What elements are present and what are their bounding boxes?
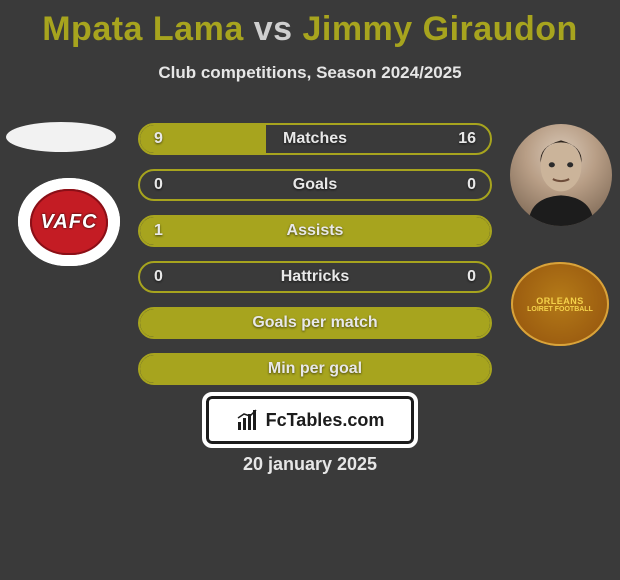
stat-label: Min per goal [140,355,490,383]
club-shield-inner: VAFC [30,189,108,255]
avatar-silhouette-icon [510,124,612,226]
club-circle: ORLEANS LOIRET FOOTBALL [511,262,609,346]
player2-club-logo: ORLEANS LOIRET FOOTBALL [511,262,609,346]
stat-bars: 9 Matches 16 0 Goals 0 1 Assists 0 Hattr… [138,123,492,399]
stat-right-value: 0 [467,263,476,291]
brand-chart-icon [236,408,260,432]
stat-row: Goals per match [138,307,492,339]
stat-row: 0 Goals 0 [138,169,492,201]
player1-name: Mpata Lama [42,10,244,48]
stat-row: Min per goal [138,353,492,385]
vs-separator: vs [254,10,293,48]
player1-club-logo: VAFC [18,178,120,266]
club-shield: VAFC [18,178,120,266]
stat-row: 9 Matches 16 [138,123,492,155]
brand-badge[interactable]: FcTables.com [202,392,418,448]
club-line2: LOIRET FOOTBALL [527,306,593,313]
stat-label: Goals per match [140,309,490,337]
stat-label: Hattricks [140,263,490,291]
player1-avatar [6,122,116,152]
brand-text: FcTables.com [266,410,385,431]
subtitle: Club competitions, Season 2024/2025 [0,63,620,83]
club-line1: ORLEANS [536,296,584,306]
stat-right-value: 0 [467,171,476,199]
stat-label: Assists [140,217,490,245]
page-title: Mpata Lama vs Jimmy Giraudon [0,0,620,49]
stat-row: 0 Hattricks 0 [138,261,492,293]
stat-label: Matches [140,125,490,153]
player2-name: Jimmy Giraudon [302,10,577,48]
stat-right-value: 16 [458,125,476,153]
stat-label: Goals [140,171,490,199]
player2-avatar [510,124,612,226]
comparison-card: Mpata Lama vs Jimmy Giraudon Club compet… [0,0,620,580]
date-text: 20 january 2025 [0,454,620,475]
club-abbrev: VAFC [41,211,98,234]
stat-row: 1 Assists [138,215,492,247]
